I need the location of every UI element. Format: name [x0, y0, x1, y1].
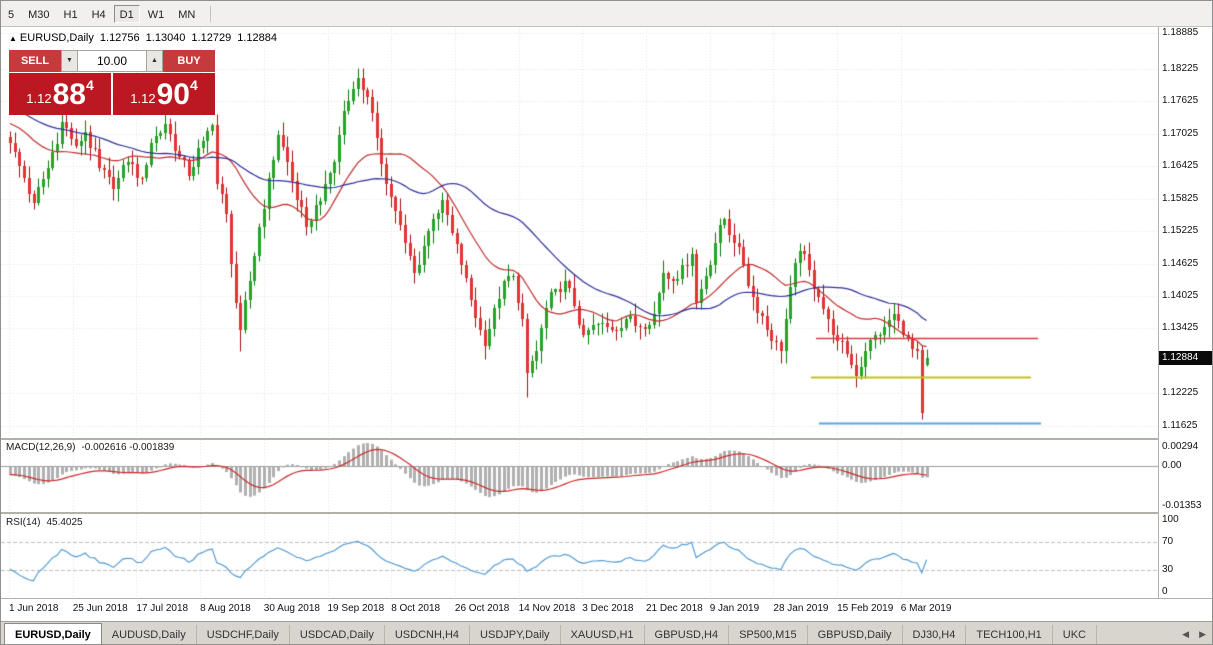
sell-price-big: 88 [52, 78, 86, 111]
chart-tab-bar: EURUSD,Daily AUDUSD,Daily USDCHF,Daily USDC… [1, 621, 1212, 644]
panel-separator[interactable] [1, 438, 1212, 440]
buy-price-big: 90 [156, 78, 190, 111]
price-axis[interactable]: 1.12884 1.18885 1.18225 1.17625 1.17025 1.16… [1158, 27, 1212, 598]
rsi-title: RSI(14) [6, 517, 41, 528]
date-tick-label: 1 Jun 2018 [9, 603, 59, 614]
volume-down-button[interactable]: ▼ [61, 50, 78, 72]
price-tick-label: 1.18225 [1162, 62, 1199, 74]
date-tick-label: 19 Sep 2018 [327, 603, 385, 614]
rsi-scale-label: 0 [1162, 586, 1168, 597]
chart-tab-tech100[interactable]: TECH100,H1 [966, 625, 1053, 644]
chart-tab-gbpusd[interactable]: GBPUSD,Daily [808, 625, 903, 644]
price-tick-label: 1.17025 [1162, 127, 1199, 139]
timeframe-button-d1[interactable]: D1 [113, 4, 140, 23]
timeframe-toolbar: 5 M30 H1 H4 D1 W1 MN [1, 1, 1212, 27]
toolbar-separator [210, 5, 212, 22]
price-tick-label: 1.13425 [1162, 322, 1199, 334]
price-tick-label: 1.15825 [1162, 192, 1199, 204]
price-tick-label: 1.15225 [1162, 225, 1199, 237]
chart-tab-usdcnh[interactable]: USDCNH,H4 [385, 625, 471, 644]
buy-price-small: 1.12 [130, 91, 156, 106]
price-tick-label: 1.12225 [1162, 387, 1199, 399]
tab-scroll-right-icon[interactable]: ▶ [1199, 628, 1206, 639]
current-price-tag: 1.12884 [1159, 350, 1212, 365]
date-tick-label: 8 Aug 2018 [200, 603, 251, 614]
macd-scale-min: -0.01353 [1162, 500, 1202, 511]
rsi-indicator-label: RSI(14) 45.4025 [6, 517, 89, 528]
date-tick-label: 30 Aug 2018 [263, 603, 320, 614]
sell-price-sup: 4 [85, 77, 94, 93]
chart-tab-usdchf[interactable]: USDCHF,Daily [197, 625, 290, 644]
chart-tab-dj30[interactable]: DJ30,H4 [903, 625, 967, 644]
macd-scale-max: 0.00294 [1162, 441, 1199, 452]
rsi-scale-label: 70 [1162, 535, 1174, 547]
rsi-scale-label: 30 [1162, 564, 1174, 576]
rsi-value: 45.4025 [46, 517, 83, 528]
ohlc-high: 1.13040 [145, 32, 186, 44]
tab-scroll-arrows: ◀ ▶ [1176, 622, 1212, 644]
chart-tab-xauusd[interactable]: XAUUSD,H1 [561, 625, 645, 644]
date-tick-label: 15 Feb 2019 [837, 603, 894, 614]
sell-price-small: 1.12 [26, 91, 52, 106]
price-tick-label: 1.11625 [1162, 419, 1198, 431]
price-tick-label: 1.17625 [1162, 95, 1199, 107]
volume-input[interactable]: 10.00 [78, 50, 146, 72]
ohlc-close: 1.12884 [237, 32, 277, 44]
date-tick-label: 17 Jul 2018 [136, 603, 189, 614]
date-tick-label: 3 Dec 2018 [582, 603, 634, 614]
macd-indicator-label: MACD(12,26,9) -0.002616 -0.001839 [6, 442, 180, 453]
timeframe-button-mn[interactable]: MN [178, 8, 196, 21]
price-tick-label: 1.16425 [1162, 160, 1199, 172]
date-tick-label: 6 Mar 2019 [900, 603, 952, 614]
chart-tab-audusd[interactable]: AUDUSD,Daily [102, 625, 197, 644]
sell-button[interactable]: SELL [9, 50, 61, 72]
date-tick-label: 8 Oct 2018 [391, 603, 441, 614]
date-tick-label: 25 Jun 2018 [72, 603, 128, 614]
price-tick-label: 1.14025 [1162, 290, 1199, 302]
volume-up-button[interactable]: ▲ [146, 50, 163, 72]
sell-price-display[interactable]: 1.12 88 4 [9, 73, 111, 115]
price-tick-label: 1.18885 [1162, 27, 1199, 39]
timeframe-button-w1[interactable]: W1 [147, 8, 165, 21]
macd-scale-zero: 0.00 [1162, 460, 1182, 472]
ohlc-open: 1.12756 [99, 32, 140, 44]
timeframe-button-5[interactable]: 5 [8, 8, 15, 21]
chart-tab-ukc[interactable]: UKC [1053, 625, 1097, 644]
rsi-scale-label: 100 [1162, 514, 1179, 525]
rsi-canvas[interactable] [1, 514, 1158, 598]
chart-tab-usdcad[interactable]: USDCAD,Daily [290, 625, 385, 644]
buy-price-display[interactable]: 1.12 90 4 [113, 73, 215, 115]
date-axis[interactable]: 1 Jun 2018 25 Jun 2018 17 Jul 2018 8 Aug 20… [1, 598, 1212, 621]
date-tick-label: 28 Jan 2019 [773, 603, 829, 614]
price-tick-label: 1.14625 [1162, 257, 1199, 269]
macd-title: MACD(12,26,9) [6, 442, 76, 453]
chart-tab-gbpusd[interactable]: GBPUSD,H4 [645, 625, 730, 644]
one-click-trade-widget: SELL ▼ 10.00 ▲ BUY 1.12 88 4 1.12 90 4 [9, 50, 215, 115]
macd-canvas[interactable] [1, 440, 1158, 512]
buy-button[interactable]: BUY [163, 50, 215, 72]
ohlc-low: 1.12729 [191, 32, 232, 44]
chart-tab-sp500[interactable]: SP500,M15 [729, 625, 808, 644]
date-tick-label: 9 Jan 2019 [709, 603, 760, 614]
collapse-triangle-icon[interactable]: ▲ [9, 34, 17, 43]
timeframe-button-h4[interactable]: H4 [91, 8, 106, 21]
chart-ohlc-info: ▲ EURUSD,Daily 1.12756 1.13040 1.12729 1.1288… [9, 32, 283, 44]
date-tick-label: 26 Oct 2018 [454, 603, 510, 614]
chart-symbol-label: EURUSD,Daily [19, 32, 94, 44]
timeframe-button-h1[interactable]: H1 [63, 8, 78, 21]
tab-scroll-left-icon[interactable]: ◀ [1182, 628, 1190, 639]
timeframe-button-m30[interactable]: M30 [28, 8, 50, 21]
chart-tab-usdjpy[interactable]: USDJPY,Daily [470, 625, 561, 644]
panel-separator[interactable] [1, 512, 1212, 514]
date-tick-label: 21 Dec 2018 [646, 603, 703, 614]
chart-tab-eurusd[interactable]: EURUSD,Daily [4, 623, 102, 644]
date-tick-label: 14 Nov 2018 [518, 603, 576, 614]
buy-price-sup: 4 [189, 77, 198, 93]
macd-values: -0.002616 -0.001839 [81, 442, 175, 453]
